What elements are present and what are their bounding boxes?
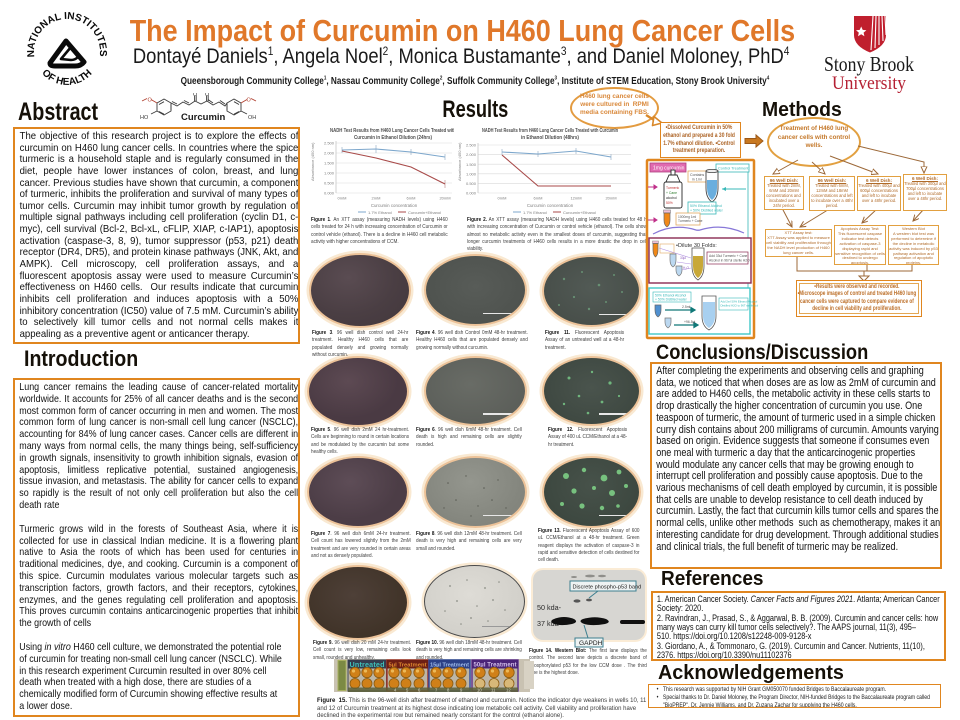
svg-text:50% Ethanol Alcohol: 50% Ethanol Alcohol <box>690 204 722 208</box>
svg-text:Turmeric + Cane: Turmeric + Cane <box>678 219 703 223</box>
svg-text:12: 12 <box>506 687 511 692</box>
svg-text:•Dilute 30 Folds:: •Dilute 30 Folds: <box>676 243 717 249</box>
svg-text:in 1ml: in 1ml <box>692 178 702 182</box>
svg-text:11: 11 <box>491 687 496 692</box>
svg-text:15µl Treatment: 15µl Treatment <box>430 663 469 669</box>
svg-text:7: 7 <box>435 687 438 692</box>
svg-text:1mg curcumin: 1mg curcumin <box>653 166 685 172</box>
svg-text:Absorbance (450 nm): Absorbance (450 nm) <box>310 142 315 181</box>
svg-text:2.500: 2.500 <box>466 143 477 148</box>
svg-text:Stony Brook: Stony Brook <box>824 52 914 76</box>
svg-text:University: University <box>832 73 906 94</box>
svg-text:0.000: 0.000 <box>324 191 335 196</box>
svg-text:2.000: 2.000 <box>324 151 335 156</box>
svg-text:Curcumin: Curcumin <box>181 112 226 123</box>
svg-text:4: 4 <box>394 687 397 692</box>
svg-text:NADH Test Results from H460 Lu: NADH Test Results from H460 Lung Cancer … <box>330 128 454 134</box>
svg-text:O: O <box>193 93 198 98</box>
svg-text:Control Treatment: Control Treatment <box>718 167 749 171</box>
svg-text:O: O <box>148 98 153 104</box>
svg-text:OF HEALTH: OF HEALTH <box>40 68 95 88</box>
svg-text:9: 9 <box>460 687 463 692</box>
svg-text:2mM: 2mM <box>372 196 381 201</box>
svg-text:Curcumin in Ethanol Dilution (: Curcumin in Ethanol Dilution (24hrs) <box>354 135 432 141</box>
svg-text:33µl: 33µl <box>680 256 686 260</box>
svg-text:Curcumin concentration: Curcumin concentration <box>527 203 574 208</box>
svg-text:1.7% Ethanol: 1.7% Ethanol <box>368 210 392 215</box>
svg-text:Untreated: Untreated <box>350 660 385 669</box>
svg-text:+ 50% Distilled water: + 50% Distilled water <box>690 209 724 213</box>
svg-text:+96.5µl: +96.5µl <box>684 320 696 324</box>
svg-text:20mM: 20mM <box>605 196 616 201</box>
svg-text:2.000: 2.000 <box>466 152 477 157</box>
svg-text:1.500: 1.500 <box>466 162 477 167</box>
svg-text:Curcumin+Ethanol: Curcumin+Ethanol <box>563 210 596 215</box>
svg-text:2.5ml: 2.5ml <box>682 305 691 309</box>
svg-text:Turmeric: Turmeric <box>666 186 680 190</box>
svg-text:HO: HO <box>140 115 149 121</box>
svg-text:NADH Test Results from H460 Lu: NADH Test Results from H460 Lung Cancer … <box>482 128 618 134</box>
svg-text:Distilled H2O to 96T sterile t: Distilled H2O to 96T sterile tube <box>721 304 759 308</box>
svg-text:8: 8 <box>447 687 450 692</box>
svg-text:H₂O: H₂O <box>683 266 690 270</box>
svg-text:2.500: 2.500 <box>324 141 335 146</box>
svg-text:1.7% Ethanol: 1.7% Ethanol <box>523 210 547 215</box>
svg-text:1.000: 1.000 <box>466 171 477 176</box>
svg-text:1.000: 1.000 <box>324 171 335 176</box>
svg-text:O: O <box>205 93 210 98</box>
svg-text:OH: OH <box>248 115 256 121</box>
svg-text:50µl Treatment: 50µl Treatment <box>474 663 517 669</box>
svg-text:6mM: 6mM <box>407 196 416 201</box>
svg-text:6mM: 6mM <box>534 196 543 201</box>
svg-text:Add 2ml 50% Ethanol Alcohol +: Add 2ml 50% Ethanol Alcohol + 2ml <box>721 300 759 304</box>
svg-text:Alcohol in 967ul sterile H2O: Alcohol in 967ul sterile H2O <box>709 259 750 263</box>
svg-text:Absorbance (450 nm): Absorbance (450 nm) <box>457 142 462 181</box>
svg-text:Discrete phospho-p53 band: Discrete phospho-p53 band <box>573 585 642 591</box>
svg-text:20mM: 20mM <box>439 196 450 201</box>
svg-text:37 kda-: 37 kda- <box>537 619 562 628</box>
svg-text:0mM: 0mM <box>498 196 507 201</box>
svg-text:1.500: 1.500 <box>324 161 335 166</box>
svg-text:0mM: 0mM <box>338 196 347 201</box>
svg-text:alcohol: alcohol <box>666 196 677 200</box>
svg-text:1000mg 1ml: 1000mg 1ml <box>678 215 696 219</box>
svg-text:0.500: 0.500 <box>466 181 477 186</box>
svg-text:O: O <box>247 98 252 104</box>
svg-text:5: 5 <box>406 687 409 692</box>
svg-text:Contains 1g: Contains 1g <box>690 173 709 177</box>
svg-text:12mM: 12mM <box>570 196 581 201</box>
svg-text:0.500: 0.500 <box>324 181 335 186</box>
svg-text:10: 10 <box>477 687 482 692</box>
svg-text:50%: 50% <box>666 201 673 205</box>
svg-text:6: 6 <box>418 687 421 692</box>
svg-text:+ 50% Distilled water: + 50% Distilled water <box>655 298 688 302</box>
svg-text:Curcumin concentration: Curcumin concentration <box>371 203 418 208</box>
svg-text:Add 33ul Turmeric + Cane: Add 33ul Turmeric + Cane <box>709 254 748 258</box>
svg-text:GAPDH: GAPDH <box>579 640 603 647</box>
svg-text:50 kda-: 50 kda- <box>537 603 562 612</box>
svg-text:Curcumin+Ethanol: Curcumin+Ethanol <box>408 210 441 215</box>
svg-text:+ Cane: + Cane <box>666 191 677 195</box>
svg-text:0.000: 0.000 <box>466 191 477 196</box>
svg-text:5µl Treatment: 5µl Treatment <box>389 663 427 669</box>
svg-text:in Ethanol Dilution (48hrs): in Ethanol Dilution (48hrs) <box>521 135 579 141</box>
svg-text:50% Ethanol Alcohol: 50% Ethanol Alcohol <box>655 294 686 298</box>
